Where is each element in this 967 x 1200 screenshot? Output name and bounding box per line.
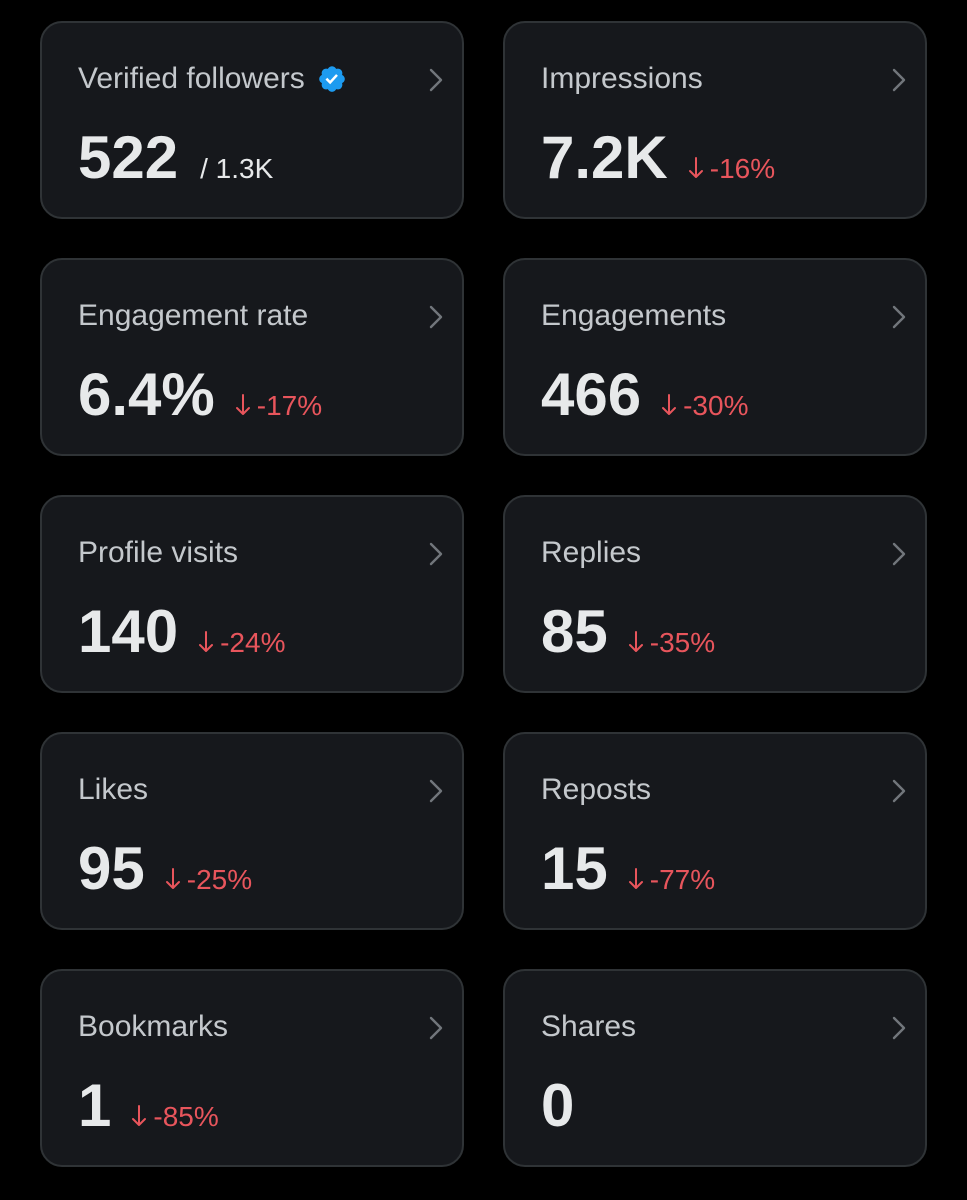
- card-title: Bookmarks: [78, 1009, 228, 1045]
- card-value: 95: [78, 835, 145, 902]
- metric-card-replies[interactable]: Replies 85 -35%: [503, 495, 927, 693]
- card-title-label: Shares: [541, 1010, 637, 1043]
- card-value: 522: [78, 124, 179, 191]
- metric-card-likes[interactable]: Likes 95 -25%: [40, 732, 464, 930]
- value-row: 522 / 1.3K: [78, 123, 273, 193]
- card-value: 6.4%: [78, 361, 215, 428]
- change-indicator: -85%: [131, 1101, 219, 1133]
- card-title-label: Impressions: [541, 62, 703, 95]
- card-title: Impressions: [541, 61, 703, 97]
- card-title-label: Engagement rate: [78, 299, 309, 332]
- value-row: 6.4% -17%: [78, 360, 322, 430]
- chevron-right-icon: [892, 542, 906, 566]
- chevron-right-icon: [892, 1016, 906, 1040]
- metric-card-impressions[interactable]: Impressions 7.2K -16%: [503, 21, 927, 219]
- card-title: Reposts: [541, 772, 651, 808]
- metric-card-shares[interactable]: Shares 0: [503, 969, 927, 1167]
- change-indicator: -17%: [235, 390, 322, 422]
- chevron-right-icon: [892, 779, 906, 803]
- change-value: -17%: [256, 390, 323, 421]
- arrow-down-icon: [662, 394, 677, 415]
- card-title: Likes: [78, 772, 148, 808]
- arrow-down-icon: [165, 868, 180, 889]
- arrow-down-icon: [235, 394, 250, 415]
- change-indicator: -24%: [198, 627, 285, 659]
- arrow-down-icon: [132, 1105, 147, 1126]
- card-value: 1: [78, 1072, 112, 1139]
- chevron-right-icon: [892, 305, 906, 329]
- verified-badge-icon: [318, 66, 345, 92]
- card-value: 15: [541, 835, 608, 902]
- change-indicator: -25%: [165, 864, 252, 896]
- value-row: 466 -30%: [541, 360, 748, 430]
- value-row: 85 -35%: [541, 597, 715, 667]
- chevron-right-icon: [429, 542, 443, 566]
- value-row: 95 -25%: [78, 834, 252, 904]
- card-total: / 1.3K: [200, 153, 274, 184]
- metric-card-verified-followers[interactable]: Verified followers 522 / 1.3K: [40, 21, 464, 219]
- value-row: 15 -77%: [541, 834, 715, 904]
- change-value: -25%: [186, 864, 253, 895]
- metric-card-engagements[interactable]: Engagements 466 -30%: [503, 258, 927, 456]
- change-value: -35%: [649, 627, 716, 658]
- card-value: 85: [541, 598, 608, 665]
- value-row: 7.2K -16%: [541, 123, 775, 193]
- card-title-label: Verified followers: [78, 62, 305, 95]
- arrow-down-icon: [628, 868, 643, 889]
- card-value: 7.2K: [541, 124, 668, 191]
- change-indicator: -77%: [628, 864, 715, 896]
- value-row: 140 -24%: [78, 597, 285, 667]
- metric-card-reposts[interactable]: Reposts 15 -77%: [503, 732, 927, 930]
- arrow-down-icon: [628, 631, 643, 652]
- card-title: Verified followers: [78, 61, 347, 97]
- change-value: -24%: [220, 627, 286, 658]
- card-title-label: Profile visits: [78, 536, 239, 569]
- value-row: 0: [541, 1071, 574, 1141]
- card-title: Replies: [541, 535, 641, 571]
- metric-card-bookmarks[interactable]: Bookmarks 1 -85%: [40, 969, 464, 1167]
- metric-card-engagement-rate[interactable]: Engagement rate 6.4% -17%: [40, 258, 464, 456]
- card-value: 0: [541, 1072, 575, 1139]
- chevron-right-icon: [429, 68, 443, 92]
- chevron-right-icon: [429, 779, 443, 803]
- card-title-label: Engagements: [541, 299, 727, 332]
- card-title-label: Likes: [78, 773, 149, 806]
- value-row: 1 -85%: [78, 1071, 219, 1141]
- card-title-label: Reposts: [541, 773, 652, 806]
- card-value: 140: [78, 598, 179, 665]
- change-value: -16%: [709, 153, 776, 184]
- change-indicator: -16%: [688, 153, 775, 185]
- card-title: Profile visits: [78, 535, 238, 571]
- change-indicator: -30%: [661, 390, 748, 422]
- metric-card-profile-visits[interactable]: Profile visits 140 -24%: [40, 495, 464, 693]
- card-title-label: Bookmarks: [78, 1010, 229, 1043]
- card-title: Engagements: [541, 298, 726, 334]
- change-value: -30%: [683, 390, 749, 421]
- card-title-label: Replies: [541, 536, 642, 569]
- change-indicator: -35%: [628, 627, 715, 659]
- chevron-right-icon: [429, 1016, 443, 1040]
- chevron-right-icon: [429, 305, 443, 329]
- card-value: 466: [541, 361, 642, 428]
- card-title: Shares: [541, 1009, 636, 1045]
- change-value: -85%: [153, 1101, 219, 1132]
- arrow-down-icon: [688, 157, 703, 178]
- arrow-down-icon: [199, 631, 214, 652]
- chevron-right-icon: [892, 68, 906, 92]
- card-title: Engagement rate: [78, 298, 308, 334]
- change-value: -77%: [649, 864, 716, 895]
